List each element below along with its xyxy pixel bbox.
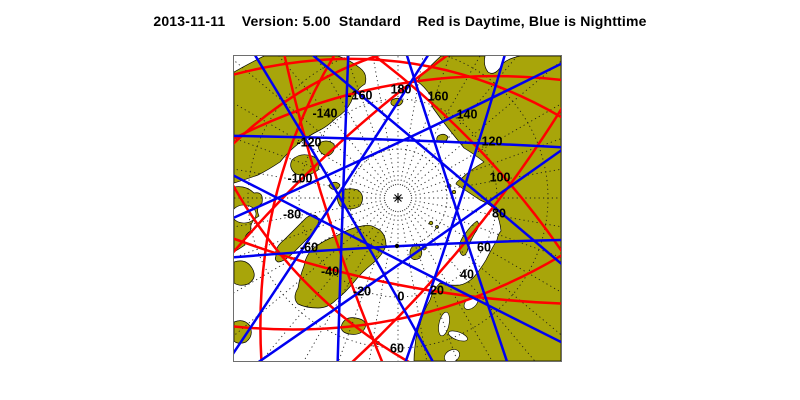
nighttime-orbit-track: [234, 134, 561, 149]
land-quebec: [234, 260, 255, 286]
daytime-orbit-track: [234, 74, 561, 140]
longitude-label: -20: [353, 285, 371, 299]
longitude-label: -80: [283, 208, 301, 222]
graticule-layer: [234, 56, 561, 361]
nighttime-orbit-track: [254, 56, 434, 361]
land-layer: [234, 56, 561, 361]
sea-gulf-of-finland: [448, 330, 468, 342]
longitude-label: 180: [391, 83, 412, 97]
plot-title: 2013-11-11 Version: 5.00 Standard Red is…: [153, 13, 647, 29]
longitude-label: -40: [321, 265, 339, 279]
nighttime-orbit-track: [234, 238, 561, 259]
longitude-label: -60: [300, 241, 318, 255]
daytime-orbit-track: [351, 107, 561, 361]
longitude-label: -100: [287, 172, 312, 186]
land-severnaya-zemlya-2: [451, 189, 457, 195]
longitude-label: 60: [477, 241, 491, 255]
longitude-label: 120: [482, 135, 503, 149]
longitude-label: 140: [457, 108, 478, 122]
longitude-label: 160: [428, 90, 449, 104]
daytime-orbit-track: [234, 237, 561, 305]
polar-map-frame: -160 -140 -120 -100 -80 -60 -40 -20 0 20 40 60 80 100…: [233, 55, 562, 362]
longitude-label: -120: [296, 136, 321, 150]
daytime-orbit-track: [259, 56, 336, 361]
nighttime-orbit-track: [257, 148, 561, 361]
sea-baltic: [444, 349, 460, 361]
nighttime-orbit-track: [234, 62, 561, 219]
daytime-orbit-track: [234, 56, 381, 145]
nighttime-orbit-track: [234, 56, 430, 355]
longitude-label: 80: [492, 207, 506, 221]
nighttime-orbit-track: [404, 56, 506, 361]
daytime-orbit-track: [283, 56, 384, 361]
daytime-orbit-track: [372, 56, 561, 253]
daytime-orbit-track: [234, 184, 410, 361]
polar-map-canvas: -160-140-120-100-80-60-40-20 0 20406080100…: [234, 56, 561, 361]
nighttime-orbit-track: [311, 56, 561, 266]
longitude-label: 20: [430, 284, 444, 298]
longitude-label: 100: [490, 171, 511, 185]
latitude-label: 60: [390, 342, 404, 356]
nighttime-tracks-layer: [234, 56, 561, 361]
longitude-label: 40: [460, 268, 474, 282]
longitude-label: -160: [347, 89, 372, 103]
land-franz-josef-1: [428, 220, 434, 226]
nighttime-orbit-track: [405, 56, 509, 361]
pole-marker: [393, 193, 403, 203]
land-eurasia: [413, 56, 561, 361]
longitude-label: 0: [398, 290, 405, 304]
daytime-orbit-track: [234, 254, 561, 331]
longitude-label: -140: [312, 107, 337, 121]
track-crossing-marker: [394, 243, 400, 249]
nighttime-orbit-track: [336, 56, 350, 361]
map-labels-layer: -160-140-120-100-80-60-40-20 0 20406080100…: [283, 83, 511, 356]
